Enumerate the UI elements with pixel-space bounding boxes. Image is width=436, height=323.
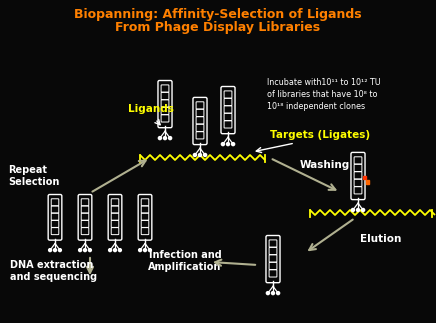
Circle shape xyxy=(89,249,92,252)
Text: From Phage Display Libraries: From Phage Display Libraries xyxy=(116,21,320,34)
Circle shape xyxy=(221,142,225,146)
Text: Repeat
Selection: Repeat Selection xyxy=(8,165,59,187)
Text: Ligands: Ligands xyxy=(128,104,174,114)
Circle shape xyxy=(48,249,51,252)
Circle shape xyxy=(109,249,112,252)
Circle shape xyxy=(276,292,279,295)
Circle shape xyxy=(148,249,151,252)
Text: Washing: Washing xyxy=(300,160,350,170)
Text: DNA extraction
and sequencing: DNA extraction and sequencing xyxy=(10,260,97,282)
Circle shape xyxy=(54,249,57,252)
Circle shape xyxy=(204,153,207,157)
Circle shape xyxy=(84,249,86,252)
Circle shape xyxy=(158,137,161,140)
Text: Biopanning: Affinity-Selection of Ligands: Biopanning: Affinity-Selection of Ligand… xyxy=(74,8,362,21)
Text: Targets (Ligates): Targets (Ligates) xyxy=(270,130,370,140)
Circle shape xyxy=(357,208,360,212)
Text: Incubate with10¹¹ to 10¹² TU: Incubate with10¹¹ to 10¹² TU xyxy=(267,78,381,87)
Circle shape xyxy=(119,249,121,252)
Circle shape xyxy=(361,208,364,212)
Text: 10¹⁸ independent clones: 10¹⁸ independent clones xyxy=(267,102,365,111)
Circle shape xyxy=(266,292,269,295)
Circle shape xyxy=(226,142,229,146)
Circle shape xyxy=(164,137,167,140)
Circle shape xyxy=(232,142,235,146)
Text: Elution: Elution xyxy=(360,234,402,244)
Text: of libraries that have 10⁸ to: of libraries that have 10⁸ to xyxy=(267,90,378,99)
Circle shape xyxy=(143,249,146,252)
Circle shape xyxy=(194,153,197,157)
Circle shape xyxy=(78,249,82,252)
Text: Infection and
Amplification: Infection and Amplification xyxy=(148,250,221,272)
Circle shape xyxy=(198,153,201,157)
Circle shape xyxy=(139,249,142,252)
Bar xyxy=(362,176,366,179)
Circle shape xyxy=(272,292,275,295)
Circle shape xyxy=(113,249,116,252)
Circle shape xyxy=(169,137,172,140)
Bar xyxy=(366,181,369,184)
Circle shape xyxy=(351,208,354,212)
Circle shape xyxy=(58,249,61,252)
